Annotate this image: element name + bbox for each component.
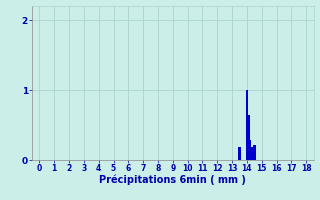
- Bar: [245, 90, 248, 160]
- Bar: [238, 147, 241, 160]
- Bar: [247, 114, 250, 160]
- Bar: [253, 145, 256, 160]
- Bar: [250, 147, 253, 160]
- Bar: [249, 140, 251, 160]
- X-axis label: Précipitations 6min ( mm ): Précipitations 6min ( mm ): [100, 175, 246, 185]
